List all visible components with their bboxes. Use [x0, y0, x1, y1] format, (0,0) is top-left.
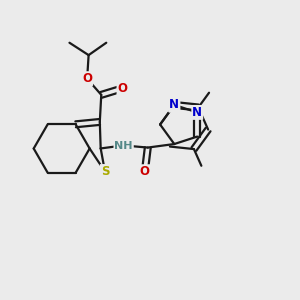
Text: N: N — [169, 98, 179, 112]
Text: S: S — [101, 165, 109, 178]
Text: N: N — [169, 98, 179, 112]
Text: O: O — [82, 72, 92, 85]
Text: NH: NH — [114, 141, 133, 151]
Text: O: O — [118, 82, 128, 95]
Text: O: O — [140, 165, 150, 178]
Text: N: N — [192, 106, 202, 119]
